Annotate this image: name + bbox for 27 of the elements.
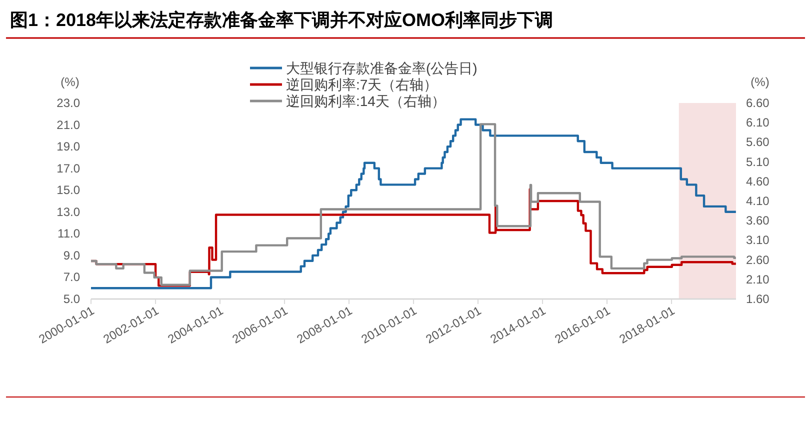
- y2-tick-label: 2.60: [746, 252, 770, 267]
- y2-tick-label: 6.10: [746, 116, 770, 130]
- legend-label: 逆回购利率:7天（右轴）: [286, 76, 438, 92]
- y2-tick-label: 3.60: [746, 214, 770, 228]
- y-tick-label: 23.0: [56, 96, 80, 110]
- y2-tick-label: 1.60: [746, 292, 770, 306]
- y2-axis-title: (%): [750, 75, 770, 89]
- y-tick-label: 7.0: [63, 270, 80, 284]
- y-tick-label: 13.0: [56, 204, 80, 219]
- y-tick-label: 9.0: [63, 248, 80, 262]
- y2-tick-label: 5.60: [746, 135, 770, 150]
- legend-label: 大型银行存款准备金率(公告日): [286, 60, 478, 76]
- y2-tick-label: 4.60: [746, 174, 770, 188]
- y2-tick-label: 6.60: [746, 96, 770, 110]
- y-tick-label: 21.0: [56, 118, 80, 132]
- y2-tick-label: 5.10: [746, 154, 770, 169]
- y-tick-label: 19.0: [56, 140, 80, 154]
- y2-tick-label: 2.10: [746, 272, 770, 286]
- y-axis-title: (%): [60, 75, 80, 89]
- y-tick-label: 17.0: [56, 161, 80, 176]
- y-tick-label: 15.0: [56, 183, 80, 198]
- y2-tick-label: 3.10: [746, 233, 770, 248]
- y-tick-label: 11.0: [58, 226, 80, 241]
- chart-title: 图1：2018年以来法定存款准备金率下调并不对应OMO利率同步下调: [10, 10, 554, 30]
- legend-label: 逆回购利率:14天（右轴）: [286, 93, 446, 109]
- y-tick-label: 5.0: [63, 292, 80, 306]
- y2-tick-label: 4.10: [746, 194, 770, 208]
